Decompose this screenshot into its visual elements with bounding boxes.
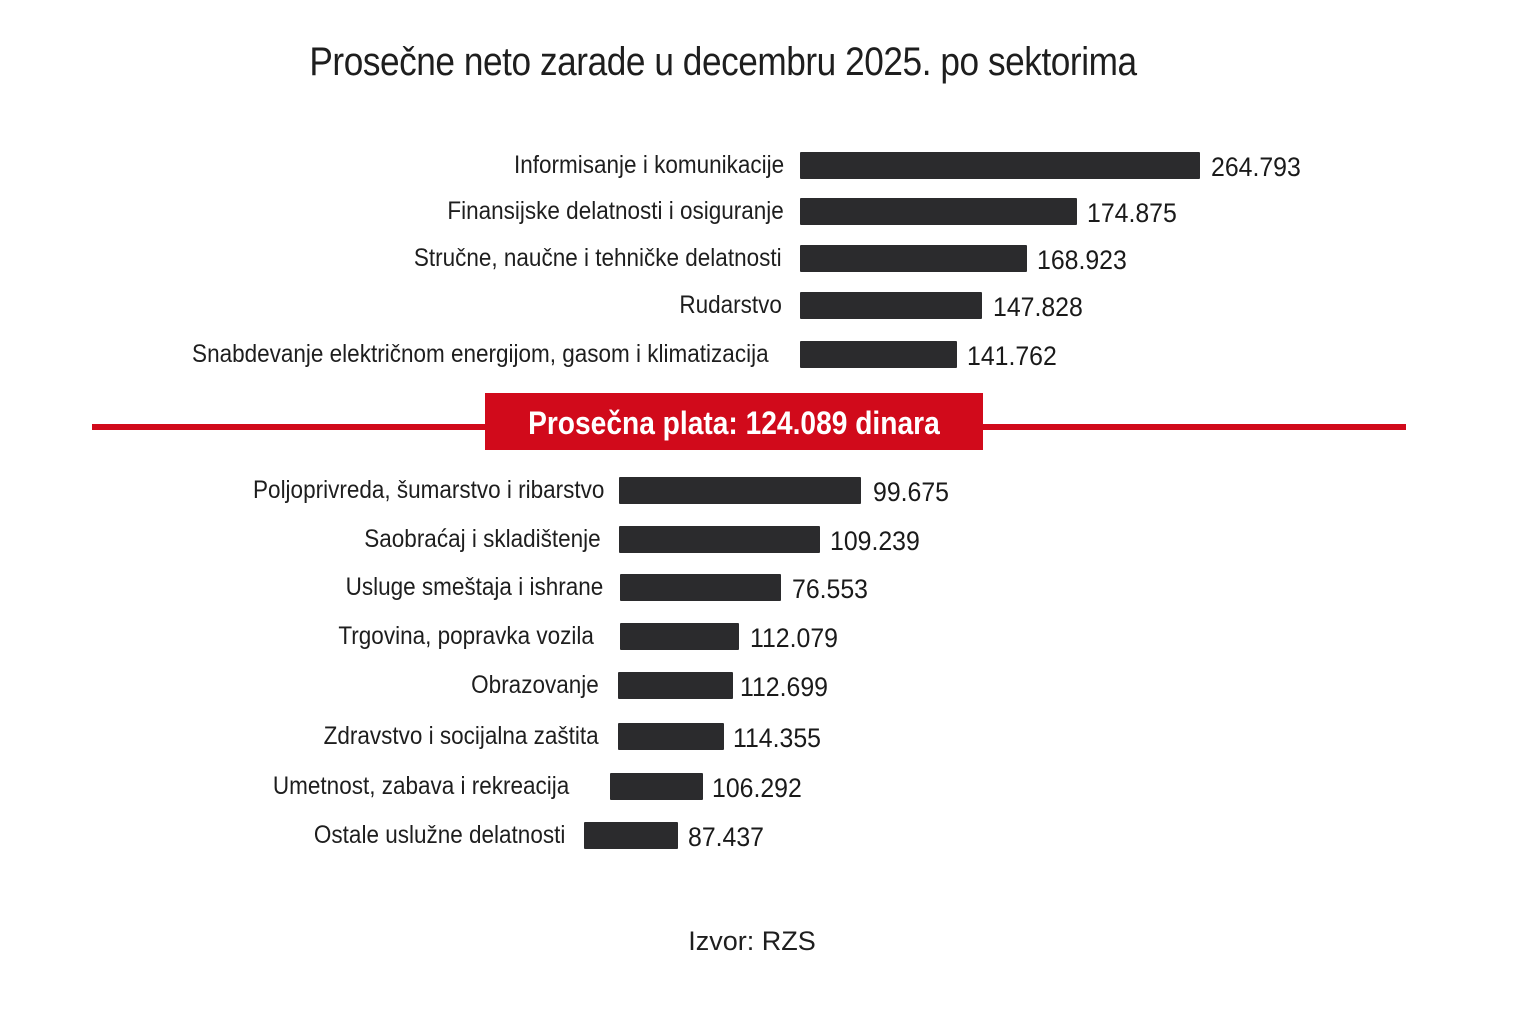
bar-row: Zdravstvo i socijalna zaštita 114.355 (0, 721, 1536, 753)
bar-row: Obrazovanje 112.699 (0, 670, 1536, 702)
bar (800, 292, 982, 319)
bar (620, 574, 781, 601)
bar-value: 112.699 (740, 672, 828, 702)
bar (584, 822, 678, 849)
bar-value: 174.875 (1087, 198, 1177, 228)
source-note: Izvor: RZS (688, 926, 816, 956)
bar-value: 147.828 (993, 292, 1083, 322)
bar (800, 198, 1077, 225)
bar-row: Umetnost, zabava i rekreacija 106.292 (0, 771, 1536, 803)
bar (610, 773, 703, 800)
bar-value: 106.292 (712, 773, 802, 803)
bar-label: Finansijske delatnosti i osiguranje (447, 197, 784, 225)
bar-value: 99.675 (873, 477, 949, 507)
bar (800, 341, 957, 368)
bar (618, 723, 724, 750)
bar-row: Rudarstvo 147.828 (0, 290, 1536, 322)
bar (800, 152, 1200, 179)
bar-row: Ostale uslužne delatnosti 87.437 (0, 820, 1536, 852)
bar-label: Zdravstvo i socijalna zaštita (323, 722, 599, 750)
bar-value: 168.923 (1037, 245, 1127, 275)
bar (620, 623, 739, 650)
average-badge: Prosečna plata: 124.089 dinara (485, 393, 983, 450)
bar-label: Trgovina, popravka vozila (338, 622, 594, 650)
bar-value: 112.079 (750, 623, 838, 653)
bar-row: Usluge smeštaja i ishrane 76.553 (0, 572, 1536, 604)
bar-row: Poljoprivreda, šumarstvo i ribarstvo 99.… (0, 475, 1536, 507)
bar-label: Usluge smeštaja i ishrane (345, 573, 603, 601)
bar-row: Informisanje i komunikacije 264.793 (0, 150, 1536, 182)
bar-row: Finansijske delatnosti i osiguranje 174.… (0, 196, 1536, 228)
bar-row: Saobraćaj i skladištenje 109.239 (0, 524, 1536, 556)
bar-label: Snabdevanje električnom energijom, gasom… (192, 340, 769, 368)
bar-label: Stručne, naučne i tehničke delatnosti (414, 244, 782, 272)
bar (619, 526, 820, 553)
bar-label: Informisanje i komunikacije (513, 151, 784, 179)
bar-label: Umetnost, zabava i rekreacija (272, 772, 569, 800)
bar-label: Saobraćaj i skladištenje (364, 525, 601, 553)
bar-label: Ostale uslužne delatnosti (313, 821, 565, 849)
bar (619, 477, 861, 504)
bar-value: 264.793 (1211, 152, 1301, 182)
bar-label: Poljoprivreda, šumarstvo i ribarstvo (252, 476, 604, 504)
bar-value: 109.239 (830, 526, 920, 556)
bar (618, 672, 733, 699)
bar (800, 245, 1027, 272)
bar-row: Stručne, naučne i tehničke delatnosti 16… (0, 243, 1536, 275)
bar-value: 141.762 (967, 341, 1057, 371)
average-label: Prosečna plata: 124.089 dinara (528, 405, 940, 441)
bar-row: Snabdevanje električnom energijom, gasom… (0, 339, 1536, 371)
bar-value: 114.355 (733, 723, 821, 753)
bar-row: Trgovina, popravka vozila 112.079 (0, 621, 1536, 653)
bar-value: 76.553 (792, 574, 868, 604)
chart-title: Prosečne neto zarade u decembru 2025. po… (309, 40, 1137, 84)
bar-label: Rudarstvo (679, 291, 782, 319)
bar-label: Obrazovanje (471, 671, 599, 699)
bar-value: 87.437 (688, 822, 764, 852)
